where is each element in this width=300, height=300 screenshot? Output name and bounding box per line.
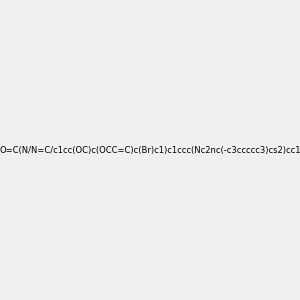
Text: O=C(N/N=C/c1cc(OC)c(OCC=C)c(Br)c1)c1ccc(Nc2nc(-c3ccccc3)cs2)cc1: O=C(N/N=C/c1cc(OC)c(OCC=C)c(Br)c1)c1ccc(…: [0, 146, 300, 154]
